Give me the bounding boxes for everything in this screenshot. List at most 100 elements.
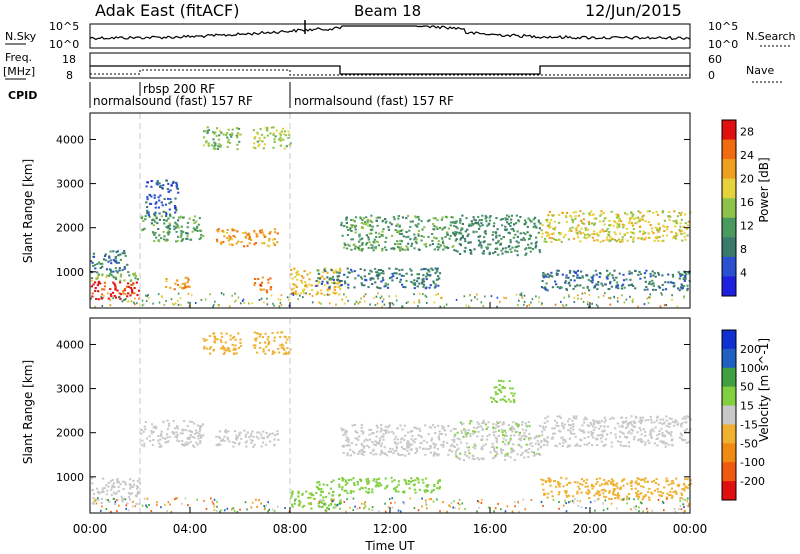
echo-cell-region-7 — [451, 443, 454, 446]
echo-cell-region-10 — [649, 431, 652, 434]
echo-cell-region-8 — [525, 443, 528, 446]
echo-cell-region-2 — [208, 335, 211, 337]
echo-cell-region-7 — [427, 448, 430, 451]
echo-cell-region-14 — [672, 237, 675, 240]
echo-cell-region-12 — [409, 220, 412, 223]
echo-cell-region-6 — [228, 141, 231, 144]
echo-cell-region-10 — [294, 284, 297, 287]
echo-cell-region-11 — [315, 285, 318, 287]
colorbar-tick-label: 200 — [740, 343, 761, 356]
echo-cell-region-12 — [351, 238, 355, 241]
echo-cell-region-1 — [179, 432, 182, 435]
echo-cell-region-8 — [464, 451, 467, 454]
echo-cell-region-7 — [446, 441, 449, 444]
echo-cell-region-14 — [603, 223, 606, 226]
echo-cell-region-4 — [235, 438, 238, 441]
echo-cell-region-4 — [262, 430, 265, 433]
echo-cell-region-10 — [582, 429, 585, 432]
echo-cell-region-7 — [406, 440, 409, 443]
echo-cell-region-7 — [256, 133, 259, 135]
echo-cell-scatter — [455, 298, 458, 301]
echo-cell-scatter — [487, 506, 490, 509]
echo-cell-region-15 — [618, 272, 621, 275]
echo-cell-region-4 — [173, 205, 177, 207]
echo-cell-region-11 — [684, 478, 687, 480]
echo-cell-region-1 — [160, 430, 163, 433]
beam-title: Beam 18 — [354, 2, 421, 20]
echo-cell-region-7 — [381, 452, 384, 455]
echo-cell-region-7 — [399, 424, 402, 427]
echo-cell-region-4 — [165, 179, 168, 182]
echo-cell-region-2 — [222, 353, 225, 355]
echo-cell-region-5 — [339, 502, 342, 505]
echo-cell-region-13 — [459, 238, 462, 241]
echo-cell-region-12 — [442, 242, 445, 245]
echo-cell-region-6 — [203, 136, 206, 139]
echo-cell-region-0 — [112, 491, 116, 494]
echo-cell-region-1 — [191, 421, 194, 424]
echo-cell-region-8 — [527, 421, 530, 423]
echo-cell-region-8 — [510, 428, 513, 431]
echo-cell-region-14 — [577, 236, 580, 239]
echo-cell-scatter — [618, 497, 620, 500]
echo-cell-region-12 — [405, 236, 408, 239]
echo-cell-region-0 — [120, 495, 123, 498]
echo-cell-region-14 — [657, 213, 660, 216]
echo-cell-region-7 — [345, 430, 348, 433]
echo-cell-region-5 — [319, 494, 322, 497]
echo-cell-scatter — [609, 303, 612, 306]
echo-cell-region-2 — [124, 254, 127, 257]
echo-cell-region-14 — [587, 221, 591, 223]
echo-cell-region-10 — [594, 426, 597, 429]
echo-cell-region-4 — [235, 434, 238, 437]
echo-cell-region-10 — [623, 435, 627, 438]
echo-cell-region-11 — [681, 488, 684, 491]
echo-cell-region-4 — [175, 181, 178, 184]
echo-cell-region-14 — [637, 237, 640, 240]
echo-cell-region-1 — [200, 436, 203, 439]
echo-cell-region-7 — [374, 440, 377, 443]
echo-cell-region-1 — [165, 441, 168, 444]
echo-cell-region-7 — [360, 443, 363, 445]
echo-cell-region-3 — [185, 232, 188, 234]
echo-cell-region-7 — [380, 449, 383, 452]
echo-cell-region-10 — [663, 421, 666, 424]
echo-cell-region-2 — [232, 353, 236, 355]
echo-cell-region-2 — [112, 259, 115, 262]
echo-cell-region-11 — [547, 492, 550, 495]
echo-cell-region-8 — [474, 447, 477, 450]
echo-cell-scatter — [476, 298, 478, 301]
echo-cell-region-14 — [593, 233, 596, 236]
echo-cell-region-0 — [91, 295, 94, 298]
echo-cell-region-12 — [350, 248, 353, 251]
echo-cell-region-8 — [503, 458, 507, 461]
echo-cell-region-8 — [497, 434, 500, 437]
echo-cell-region-3 — [144, 215, 147, 218]
echo-cell-region-13 — [483, 236, 486, 239]
echo-cell-region-14 — [545, 240, 548, 243]
echo-cell-region-12 — [382, 228, 385, 231]
echo-cell-region-10 — [640, 433, 643, 436]
echo-cell-region-4 — [168, 208, 171, 211]
echo-cell-scatter — [530, 301, 532, 304]
echo-cell-region-0 — [95, 298, 98, 300]
echo-cell-scatter — [204, 298, 207, 301]
echo-cell-region-15 — [671, 273, 674, 276]
echo-cell-region-6 — [226, 145, 229, 148]
echo-cell-region-13 — [480, 222, 483, 225]
echo-cell-region-7 — [409, 430, 412, 433]
echo-cell-scatter — [418, 299, 420, 302]
echo-cell-region-14 — [623, 224, 626, 227]
echo-cell-region-6 — [360, 479, 363, 481]
echo-cell-region-6 — [423, 489, 426, 492]
echo-cell-scatter — [391, 506, 394, 509]
echo-cell-region-10 — [572, 415, 575, 418]
echo-cell-region-14 — [571, 226, 574, 229]
echo-cell-scatter — [124, 293, 127, 296]
echo-cell-region-0 — [119, 297, 122, 300]
echo-cell-region-12 — [424, 242, 427, 245]
echo-cell-region-11 — [670, 487, 673, 490]
echo-cell-region-15 — [548, 274, 551, 277]
echo-cell-region-2 — [205, 347, 209, 350]
y-tick-label: 3000 — [56, 383, 84, 396]
